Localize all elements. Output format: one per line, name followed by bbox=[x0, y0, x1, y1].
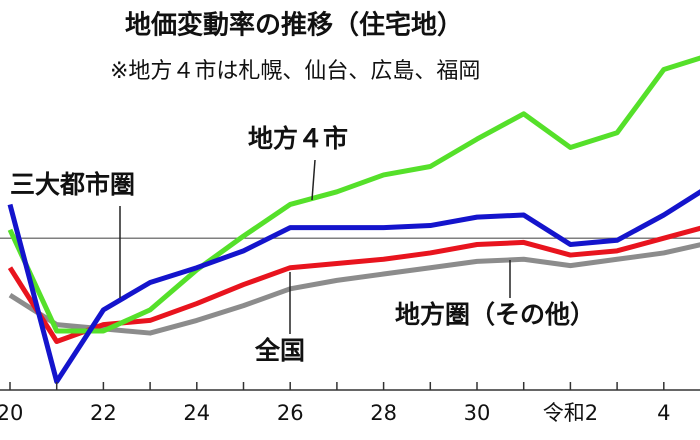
x-tick-label: 22 bbox=[90, 401, 117, 425]
x-tick-label: 28 bbox=[370, 401, 397, 425]
chart-title: 地価変動率の推移（住宅地） bbox=[125, 10, 463, 41]
series-line bbox=[7, 189, 700, 385]
series-label: 三大都市圏 bbox=[10, 170, 135, 199]
plot-area bbox=[0, 55, 700, 385]
x-tick-label: 令和2 bbox=[543, 401, 598, 425]
series-line bbox=[8, 242, 700, 336]
series-label: 地方圏（その他） bbox=[395, 300, 595, 329]
x-tick-label: 26 bbox=[277, 401, 304, 425]
x-tick-label: 30 bbox=[464, 401, 491, 425]
leader-line bbox=[311, 159, 316, 201]
series-line bbox=[7, 55, 700, 334]
x-tick-label: 4 bbox=[657, 401, 670, 425]
series-label: 全国 bbox=[254, 336, 305, 365]
series-label: 地方４市 bbox=[248, 124, 348, 153]
chart-subtitle: ※地方４市は札幌、仙台、広島、福岡 bbox=[110, 59, 480, 84]
x-tick-label: 24 bbox=[183, 401, 210, 425]
x-tick-label: 20 bbox=[0, 401, 23, 425]
